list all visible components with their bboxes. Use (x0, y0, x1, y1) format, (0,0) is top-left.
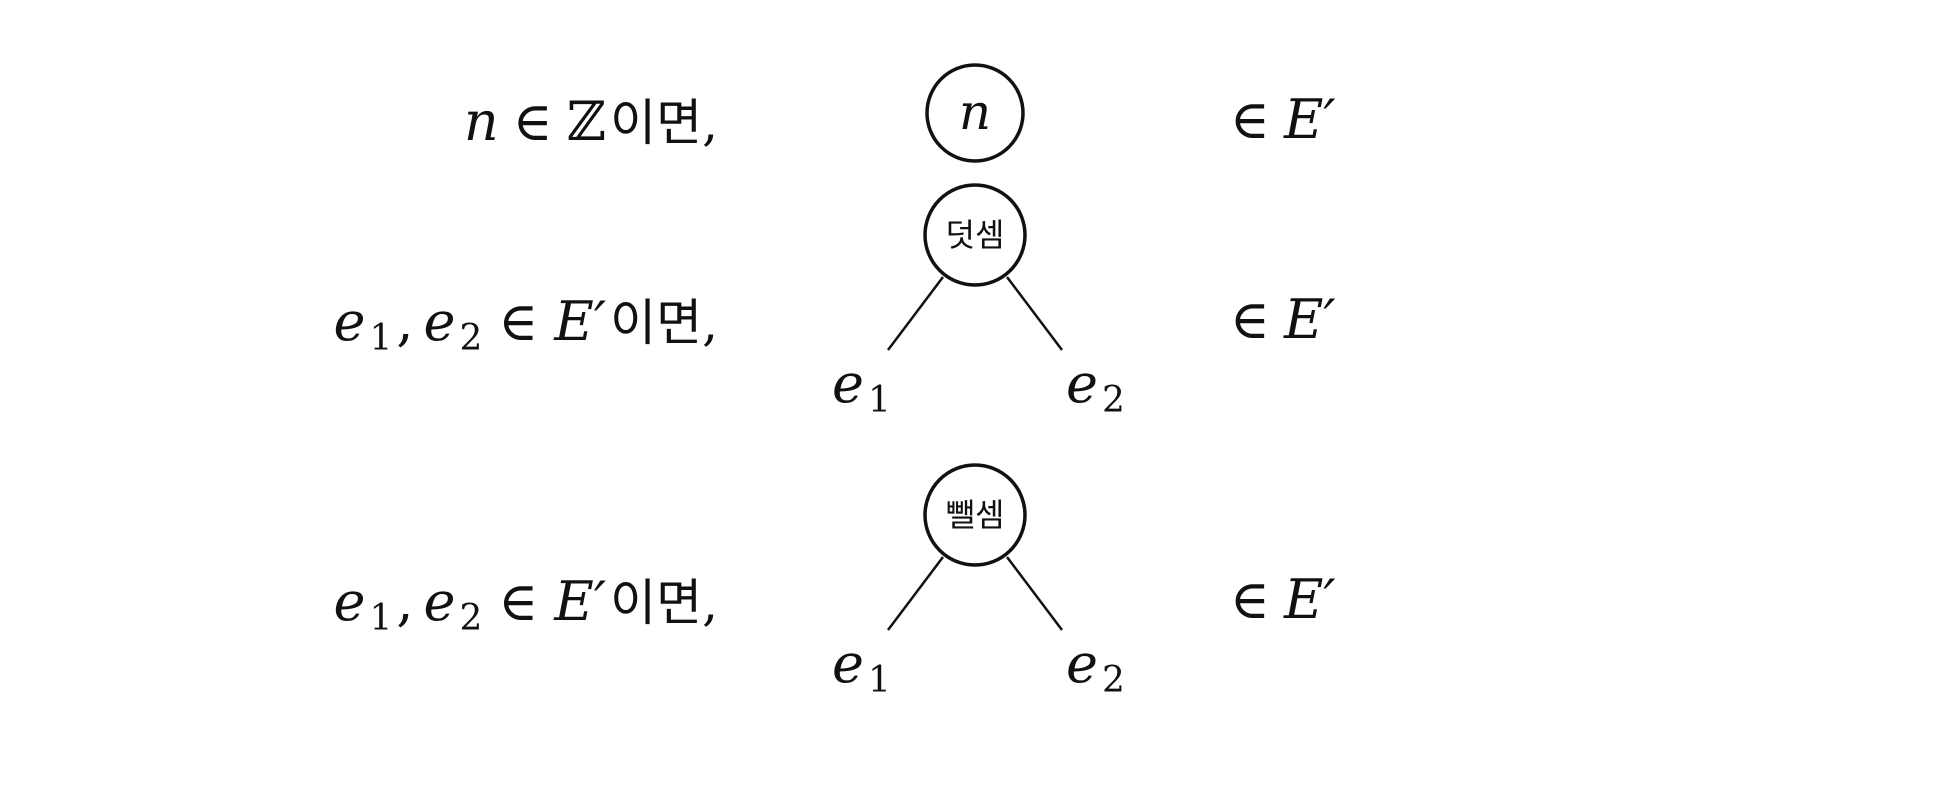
rule-2-element-of-symbol: ∈ (498, 290, 538, 353)
rule-2-right-child: e 2 (1066, 352, 1125, 421)
rule-2-tree: 덧셈 e 1 e 2 (832, 183, 1125, 421)
rule-2-set: E′ (553, 290, 606, 353)
rule-1-element-of-symbol: ∈ (513, 90, 553, 153)
rule-2-result-set: E′ (1283, 288, 1336, 351)
rule-2-condition: e 1 , e 2 ∈ E′ 이면, (334, 290, 719, 359)
rule-3-root-node (923, 463, 1027, 567)
rule-2-left-child: e 1 (832, 352, 891, 421)
rule-3-right-edge (1006, 556, 1063, 631)
rule-2-root-node (923, 183, 1027, 287)
rule-3: e 1 , e 2 ∈ E′ 이면, 뺄셈 e 1 e 2 ∈ E′ (334, 463, 1336, 701)
rule-1-root-label: n (959, 83, 991, 141)
rule-2-e2: e (424, 290, 456, 353)
rule-3-right-child-e: e (1066, 632, 1098, 695)
rule-2-root-label: 덧셈 (946, 216, 1005, 254)
rule-2-comma: , (396, 290, 413, 353)
rule-1-result-element-of-symbol: ∈ (1230, 88, 1270, 151)
rule-2-if-suffix: 이면, (610, 294, 718, 352)
rule-2-left-child-subscript: 1 (868, 380, 891, 421)
rule-3-root-label: 뺄셈 (946, 496, 1005, 534)
rule-2: e 1 , e 2 ∈ E′ 이면, 덧셈 e 1 e 2 ∈ E′ (334, 183, 1336, 421)
rule-1-tree: n (925, 63, 1025, 163)
rule-3-comma: , (396, 570, 413, 633)
rule-1-var: n (464, 90, 499, 153)
rule-2-right-edge (1006, 276, 1063, 351)
rule-3-left-edge (887, 556, 944, 631)
rule-1-integer-set: ℤ (567, 90, 606, 153)
rule-3-set: E′ (553, 570, 606, 633)
rule-2-e1: e (334, 290, 366, 353)
rule-2-result-element-of-symbol: ∈ (1230, 288, 1270, 351)
rule-3-tree: 뺄셈 e 1 e 2 (832, 463, 1125, 701)
rule-3-result-set: E′ (1283, 568, 1336, 631)
rule-1: n ∈ ℤ 이면, n ∈ E′ (464, 63, 1336, 163)
rule-2-e2-subscript: 2 (460, 318, 483, 359)
rule-1-result-set: E′ (1283, 88, 1336, 151)
rule-2-right-child-subscript: 2 (1102, 380, 1125, 421)
rule-3-e1-subscript: 1 (369, 598, 392, 639)
rule-2-right-child-e: e (1066, 352, 1098, 415)
rule-2-result: ∈ E′ (1230, 288, 1336, 351)
rule-3-result-element-of-symbol: ∈ (1230, 568, 1270, 631)
rule-3-if-suffix: 이면, (610, 574, 718, 632)
rule-2-e1-subscript: 1 (369, 318, 392, 359)
rule-3-result: ∈ E′ (1230, 568, 1336, 631)
rule-3-e2-subscript: 2 (460, 598, 483, 639)
rule-3-condition: e 1 , e 2 ∈ E′ 이면, (334, 570, 719, 639)
rule-3-right-child-subscript: 2 (1102, 660, 1125, 701)
rule-3-left-child-e: e (832, 632, 864, 695)
rule-3-e1: e (334, 570, 366, 633)
rule-1-root-node (925, 63, 1025, 163)
rule-3-element-of-symbol: ∈ (498, 570, 538, 633)
rule-3-right-child: e 2 (1066, 632, 1125, 701)
rule-1-result: ∈ E′ (1230, 88, 1336, 151)
rule-3-left-child: e 1 (832, 632, 891, 701)
rule-3-left-child-subscript: 1 (868, 660, 891, 701)
rule-2-left-edge (887, 276, 944, 351)
rule-3-e2: e (424, 570, 456, 633)
rule-1-if-suffix: 이면, (610, 94, 718, 152)
rule-2-left-child-e: e (832, 352, 864, 415)
rule-1-condition: n ∈ ℤ 이면, (464, 90, 718, 153)
